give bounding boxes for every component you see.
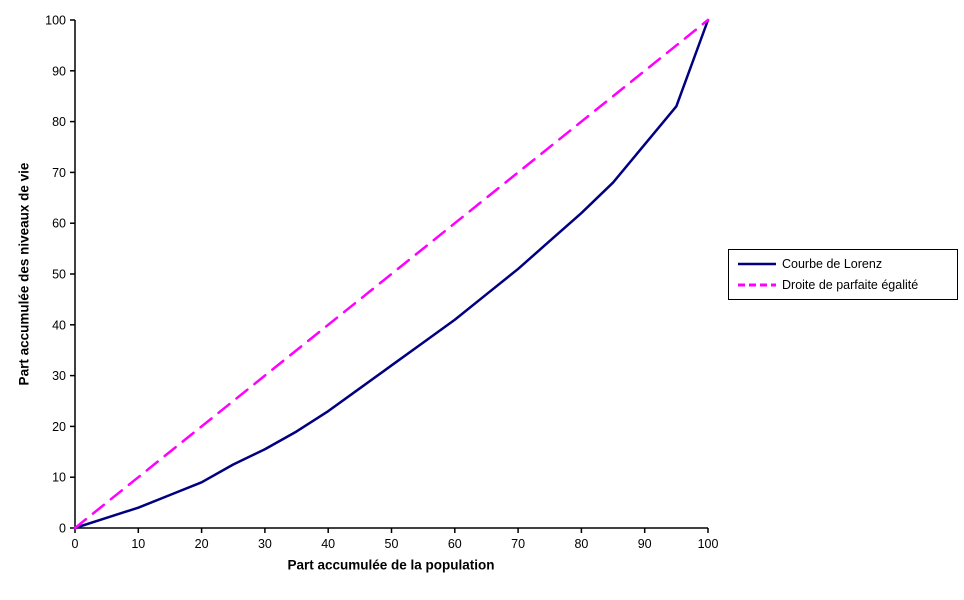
y-tick-label: 60: [52, 217, 66, 231]
y-tick-label: 30: [52, 369, 66, 383]
legend-label-equality: Droite de parfaite égalité: [782, 278, 919, 292]
legend-item-equality: Droite de parfaite égalité: [737, 278, 949, 292]
y-tick-label: 50: [52, 268, 66, 282]
y-tick-label: 80: [52, 115, 66, 129]
y-axis-title: Part accumulée des niveaux de vie: [16, 162, 32, 386]
y-tick-label: 0: [59, 522, 66, 536]
y-tick-label: 70: [52, 166, 66, 180]
y-tick-label: 40: [52, 318, 66, 332]
series-line-0: [73, 18, 710, 530]
x-tick-label: 60: [448, 537, 462, 551]
x-tick-label: 80: [574, 537, 588, 551]
x-tick-label: 30: [258, 537, 272, 551]
y-tick-label: 100: [45, 14, 66, 28]
legend: Courbe de Lorenz Droite de parfaite égal…: [728, 249, 958, 300]
x-tick-label: 90: [638, 537, 652, 551]
y-tick-label: 10: [52, 471, 66, 485]
legend-label-lorenz: Courbe de Lorenz: [782, 257, 883, 271]
x-tick-label: 0: [72, 537, 79, 551]
x-tick-label: 10: [131, 537, 145, 551]
tick-labels: 0 10 20 30 40 50 60 70 80 90 100 0 10 20 30 40 50 60 70 80 9…: [45, 14, 718, 552]
y-tick-label: 90: [52, 64, 66, 78]
series-lines: [73, 18, 710, 530]
x-tick-label: 70: [511, 537, 525, 551]
x-axis-title: Part accumulée de la population: [287, 557, 495, 573]
x-tick-label: 100: [698, 537, 719, 551]
x-tick-label: 20: [195, 537, 209, 551]
series-line-1: [73, 18, 710, 530]
lorenz-line-sample-icon: [738, 262, 776, 266]
x-tick-label: 50: [385, 537, 399, 551]
x-tick-label: 40: [321, 537, 335, 551]
equality-line-sample-icon: [738, 283, 776, 287]
legend-item-lorenz: Courbe de Lorenz: [737, 257, 949, 271]
y-tick-label: 20: [52, 420, 66, 434]
